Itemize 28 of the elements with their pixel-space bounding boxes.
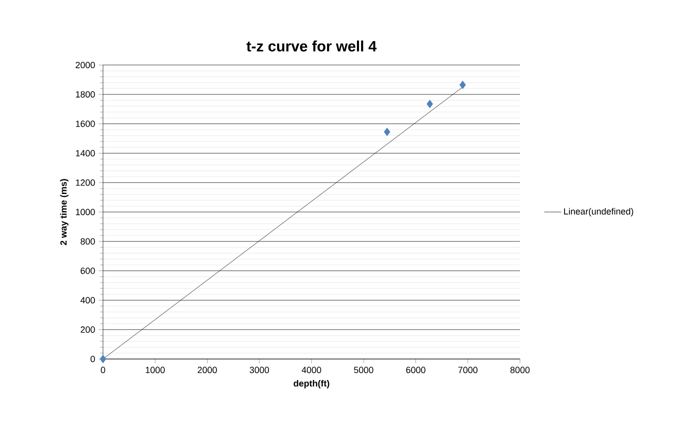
x-tick-label: 4000 xyxy=(302,366,322,374)
y-tick-label: 1000 xyxy=(76,208,95,216)
point xyxy=(100,354,106,364)
x-tick-label: 5000 xyxy=(354,366,374,374)
x-tick-label: 8000 xyxy=(510,366,530,374)
y-tick-label: 1400 xyxy=(76,150,95,156)
x-tick-label: 1000 xyxy=(146,366,165,374)
y-tick-label: 1800 xyxy=(76,91,95,98)
x-tick-label: 7000 xyxy=(458,366,478,374)
y-tick-label: 200 xyxy=(80,326,95,333)
y-tick-label: 400 xyxy=(80,297,95,304)
y-axis-title: 2 way time (ms) xyxy=(60,179,68,246)
y-tick-label: 2000 xyxy=(76,62,95,68)
point xyxy=(426,100,434,108)
x-tick-label: 2000 xyxy=(198,366,217,374)
y-tick-label: 1200 xyxy=(76,179,95,186)
y-tick-label: 0 xyxy=(90,356,95,362)
point xyxy=(459,80,466,90)
point xyxy=(384,128,390,136)
chart-title: t-z curve for well 4 xyxy=(246,40,377,52)
x-tick-label: 6000 xyxy=(406,366,426,374)
y-tick-label: 1600 xyxy=(76,120,95,127)
legend-label: Linear(undefined) xyxy=(564,208,634,216)
x-tick-label: 0 xyxy=(100,366,106,374)
y-tick-label: 800 xyxy=(80,238,95,245)
x-axis-title: depth(ft) xyxy=(294,380,330,388)
y-tick-label: 600 xyxy=(80,268,95,274)
x-tick-label: 3000 xyxy=(250,366,269,374)
